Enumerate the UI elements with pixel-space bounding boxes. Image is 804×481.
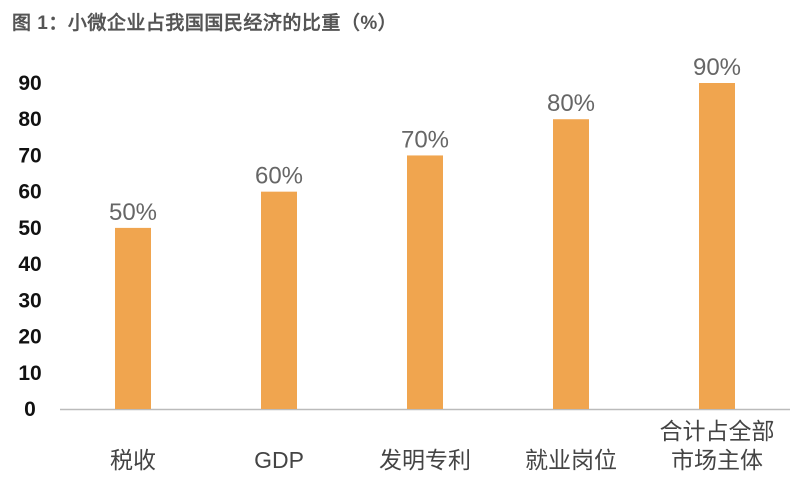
bar-value-label: 70% <box>401 126 449 153</box>
x-category-label: GDP <box>254 447 304 473</box>
y-tick-label: 50 <box>18 217 41 240</box>
y-tick-label: 70 <box>18 144 41 167</box>
y-tick-label: 20 <box>18 326 41 349</box>
y-tick-label: 0 <box>24 398 36 421</box>
bar <box>699 83 735 409</box>
x-category-label: 税收 <box>110 447 156 473</box>
y-tick-label: 90 <box>18 72 41 95</box>
y-tick-label: 10 <box>18 362 41 385</box>
x-category-label: 发明专利 <box>379 447 471 473</box>
bar <box>261 191 297 409</box>
bar-value-label: 90% <box>693 54 741 81</box>
bar-value-label: 60% <box>255 163 303 190</box>
chart-title: 图 1：小微企业占我国国民经济的比重（%） <box>12 13 398 34</box>
bar-value-label: 80% <box>547 90 595 117</box>
bar <box>407 155 443 409</box>
y-tick-label: 80 <box>18 108 41 131</box>
y-tick-label: 60 <box>18 181 41 204</box>
x-category-label: 就业岗位 <box>525 447 617 473</box>
y-tick-label: 30 <box>18 289 41 312</box>
x-category-label: 市场主体 <box>671 447 763 473</box>
x-category-label: 合计占全部 <box>660 418 775 444</box>
bar <box>553 119 589 409</box>
bar <box>115 227 151 409</box>
y-tick-label: 40 <box>18 253 41 276</box>
bar-value-label: 50% <box>109 199 157 226</box>
